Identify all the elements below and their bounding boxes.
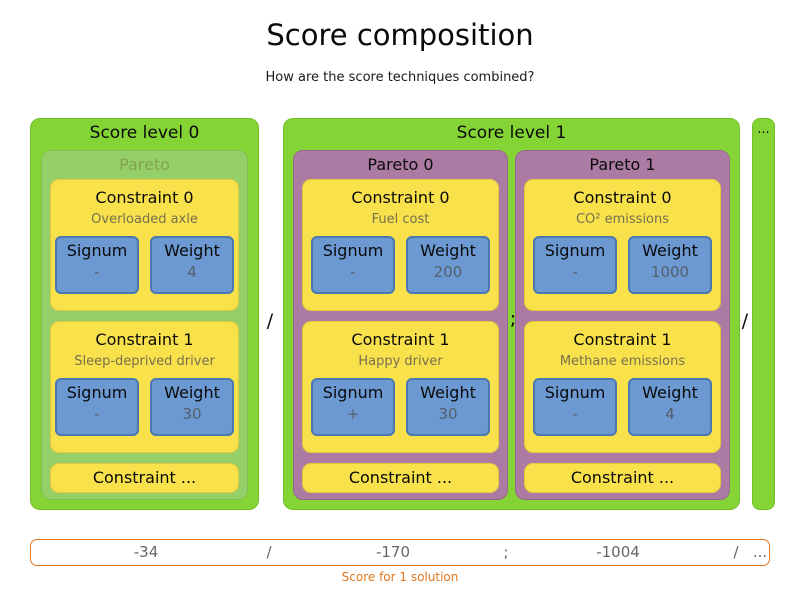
signum-value: +	[346, 405, 360, 423]
constraint-description: Overloaded axle	[91, 212, 198, 227]
weight-label: Weight	[420, 383, 476, 402]
pareto-1-box: Pareto 1 Constraint 0 CO² emissions Sign…	[515, 150, 730, 500]
signum-label: Signum	[322, 241, 384, 260]
signum-value: -	[94, 263, 100, 281]
pareto-separator: ;	[509, 308, 517, 330]
weight-value: 1000	[650, 263, 690, 281]
weight-value: 30	[182, 405, 202, 423]
score-separator: ;	[503, 543, 509, 561]
weight-value: 4	[665, 405, 675, 423]
signum-label: Signum	[66, 383, 128, 402]
signum-weight-row: Signum + Weight 30	[303, 378, 498, 436]
constraint-title: Constraint 0	[95, 188, 194, 207]
constraint-description: Sleep-deprived driver	[74, 354, 215, 369]
constraint-box: Constraint 1 Happy driver Signum + Weigh…	[302, 321, 499, 453]
constraint-title: Constraint 1	[351, 330, 450, 349]
signum-value: -	[572, 405, 578, 423]
pareto-label: Pareto 1	[589, 155, 656, 174]
score-separator: /	[733, 543, 739, 561]
score-level-more-box: ...	[752, 118, 775, 510]
constraint-more-box: Constraint ...	[524, 463, 721, 493]
weight-box: Weight 30	[150, 378, 234, 436]
constraint-description: Happy driver	[358, 354, 443, 369]
constraint-more-box: Constraint ...	[50, 463, 239, 493]
score-level-1-label: Score level 1	[456, 123, 567, 143]
weight-value: 4	[187, 263, 197, 281]
signum-label: Signum	[322, 383, 384, 402]
score-separator: /	[266, 543, 272, 561]
pareto-0-box: Pareto 0 Constraint 0 Fuel cost Signum -…	[293, 150, 508, 500]
score-value-pareto-1: -1004	[596, 543, 640, 561]
constraint-description: Methane emissions	[559, 354, 686, 369]
weight-box: Weight 200	[406, 236, 490, 294]
more-levels-indicator: ...	[757, 122, 770, 137]
constraint-box: Constraint 1 Sleep-deprived driver Signu…	[50, 321, 239, 453]
signum-weight-row: Signum - Weight 4	[51, 236, 238, 294]
signum-weight-row: Signum - Weight 4	[525, 378, 720, 436]
signum-box: Signum -	[311, 236, 395, 294]
level-separator: /	[266, 310, 274, 332]
signum-value: -	[94, 405, 100, 423]
signum-value: -	[350, 263, 356, 281]
signum-box: Signum -	[533, 378, 617, 436]
page-title: Score composition	[266, 18, 534, 52]
score-value-more: ...	[752, 543, 768, 561]
constraint-title: Constraint 0	[351, 188, 450, 207]
weight-label: Weight	[164, 383, 220, 402]
signum-weight-row: Signum - Weight 200	[303, 236, 498, 294]
score-level-0-box: Score level 0 Pareto Constraint 0 Overlo…	[30, 118, 259, 510]
level-separator: /	[741, 310, 749, 332]
pareto-label: Pareto	[119, 155, 170, 174]
weight-box: Weight 4	[150, 236, 234, 294]
constraint-title: Constraint 1	[573, 330, 672, 349]
weight-label: Weight	[164, 241, 220, 260]
weight-value: 200	[433, 263, 463, 281]
constraint-more-box: Constraint ...	[302, 463, 499, 493]
constraint-box: Constraint 0 Fuel cost Signum - Weight 2…	[302, 179, 499, 311]
constraint-description: CO² emissions	[575, 212, 670, 227]
score-value-pareto-0: -170	[375, 543, 411, 561]
signum-box: Signum -	[55, 378, 139, 436]
weight-label: Weight	[642, 383, 698, 402]
score-level-1-box: Score level 1 Pareto 0 Constraint 0 Fuel…	[283, 118, 740, 510]
signum-label: Signum	[544, 383, 606, 402]
constraint-description: Fuel cost	[371, 212, 430, 227]
constraint-title: Constraint 1	[95, 330, 194, 349]
signum-label: Signum	[66, 241, 128, 260]
weight-label: Weight	[642, 241, 698, 260]
weight-value: 30	[438, 405, 458, 423]
weight-box: Weight 4	[628, 378, 712, 436]
page-subtitle: How are the score techniques combined?	[265, 70, 535, 85]
score-bar-caption: Score for 1 solution	[341, 570, 459, 584]
signum-weight-row: Signum - Weight 1000	[525, 236, 720, 294]
pareto-label: Pareto 0	[367, 155, 434, 174]
signum-weight-row: Signum - Weight 30	[51, 378, 238, 436]
weight-box: Weight 1000	[628, 236, 712, 294]
signum-value: -	[572, 263, 578, 281]
constraint-title: Constraint 0	[573, 188, 672, 207]
constraint-box: Constraint 0 CO² emissions Signum - Weig…	[524, 179, 721, 311]
constraint-box: Constraint 0 Overloaded axle Signum - We…	[50, 179, 239, 311]
signum-label: Signum	[544, 241, 606, 260]
score-value-level-0: -34	[133, 543, 159, 561]
score-bar: -34 / -170 ; -1004 / ...	[30, 539, 770, 566]
constraint-box: Constraint 1 Methane emissions Signum - …	[524, 321, 721, 453]
signum-box: Signum -	[55, 236, 139, 294]
signum-box: Signum +	[311, 378, 395, 436]
pareto-box: Pareto Constraint 0 Overloaded axle Sign…	[41, 150, 248, 500]
weight-box: Weight 30	[406, 378, 490, 436]
score-level-0-label: Score level 0	[89, 123, 200, 143]
weight-label: Weight	[420, 241, 476, 260]
signum-box: Signum -	[533, 236, 617, 294]
